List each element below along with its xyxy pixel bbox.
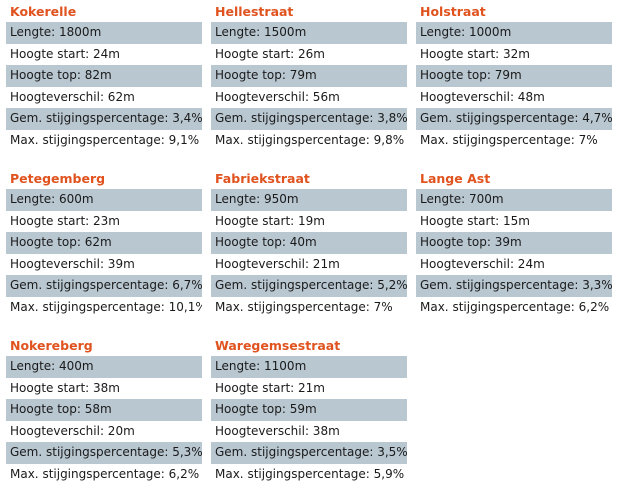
start-height-row: Hoogte start: 19m [215,213,325,228]
avg-gradient-row: Gem. stijgingspercentage: 3,4% [6,108,202,130]
top-height-row: Hoogte top: 79m [416,65,612,87]
length-row: Lengte: 1000m [416,22,612,44]
climb-title: Hellestraat [215,4,294,19]
height-difference-row: Hoogteverschil: 24m [420,256,545,271]
climb-title: Kokerelle [10,4,77,19]
max-gradient-row: Max. stijgingspercentage: 10,1% [10,299,202,314]
climb-card-petegemberg: Petegemberg Lengte: 600m Hoogte start: 2… [6,169,202,318]
max-gradient-row: Max. stijgingspercentage: 7% [215,299,393,314]
start-height-row: Hoogte start: 32m [420,46,530,61]
top-height-row: Hoogte top: 58m [6,399,202,421]
start-height-row: Hoogte start: 23m [10,213,120,228]
climb-title: Fabriekstraat [215,171,310,186]
climb-title: Petegemberg [10,171,106,186]
length-row: Lengte: 950m [211,189,407,211]
climb-card-fabriekstraat: Fabriekstraat Lengte: 950m Hoogte start:… [211,169,407,318]
avg-gradient-row: Gem. stijgingspercentage: 4,7% [416,108,612,130]
height-difference-row: Hoogteverschil: 21m [215,256,340,271]
avg-gradient-row: Gem. stijgingspercentage: 5,2% [211,275,407,297]
max-gradient-row: Max. stijgingspercentage: 6,2% [10,466,200,481]
top-height-row: Hoogte top: 82m [6,65,202,87]
height-difference-row: Hoogteverschil: 48m [420,89,545,104]
start-height-row: Hoogte start: 24m [10,46,120,61]
climb-title: Holstraat [420,4,486,19]
avg-gradient-row: Gem. stijgingspercentage: 3,5% [211,442,407,464]
length-row: Lengte: 700m [416,189,612,211]
top-height-row: Hoogte top: 40m [211,232,407,254]
start-height-row: Hoogte start: 15m [420,213,530,228]
top-height-row: Hoogte top: 62m [6,232,202,254]
start-height-row: Hoogte start: 26m [215,46,325,61]
climb-card-lange-ast: Lange Ast Lengte: 700m Hoogte start: 15m… [416,169,612,318]
height-difference-row: Hoogteverschil: 20m [10,423,135,438]
avg-gradient-row: Gem. stijgingspercentage: 5,3% [6,442,202,464]
top-height-row: Hoogte top: 59m [211,399,407,421]
length-row: Lengte: 1800m [6,22,202,44]
avg-gradient-row: Gem. stijgingspercentage: 6,7% [6,275,202,297]
start-height-row: Hoogte start: 21m [215,380,325,395]
top-height-row: Hoogte top: 39m [416,232,612,254]
climb-card-kokerelle: Kokerelle Lengte: 1800m Hoogte start: 24… [6,2,202,151]
max-gradient-row: Max. stijgingspercentage: 7% [420,132,598,147]
climb-title: Nokereberg [10,338,93,353]
climb-card-waregemsestraat: Waregemsestraat Lengte: 1100m Hoogte sta… [211,336,407,485]
max-gradient-row: Max. stijgingspercentage: 9,1% [10,132,200,147]
height-difference-row: Hoogteverschil: 38m [215,423,340,438]
climb-card-holstraat: Holstraat Lengte: 1000m Hoogte start: 32… [416,2,612,151]
avg-gradient-row: Gem. stijgingspercentage: 3,3% [416,275,612,297]
length-row: Lengte: 1500m [211,22,407,44]
height-difference-row: Hoogteverschil: 56m [215,89,340,104]
max-gradient-row: Max. stijgingspercentage: 9,8% [215,132,405,147]
climb-card-hellestraat: Hellestraat Lengte: 1500m Hoogte start: … [211,2,407,151]
top-height-row: Hoogte top: 79m [211,65,407,87]
max-gradient-row: Max. stijgingspercentage: 5,9% [215,466,405,481]
climb-title: Waregemsestraat [215,338,341,353]
height-difference-row: Hoogteverschil: 39m [10,256,135,271]
avg-gradient-row: Gem. stijgingspercentage: 3,8% [211,108,407,130]
climb-card-nokereberg: Nokereberg Lengte: 400m Hoogte start: 38… [6,336,202,485]
max-gradient-row: Max. stijgingspercentage: 6,2% [420,299,610,314]
length-row: Lengte: 1100m [211,356,407,378]
length-row: Lengte: 600m [6,189,202,211]
length-row: Lengte: 400m [6,356,202,378]
height-difference-row: Hoogteverschil: 62m [10,89,135,104]
start-height-row: Hoogte start: 38m [10,380,120,395]
climb-title: Lange Ast [420,171,491,186]
